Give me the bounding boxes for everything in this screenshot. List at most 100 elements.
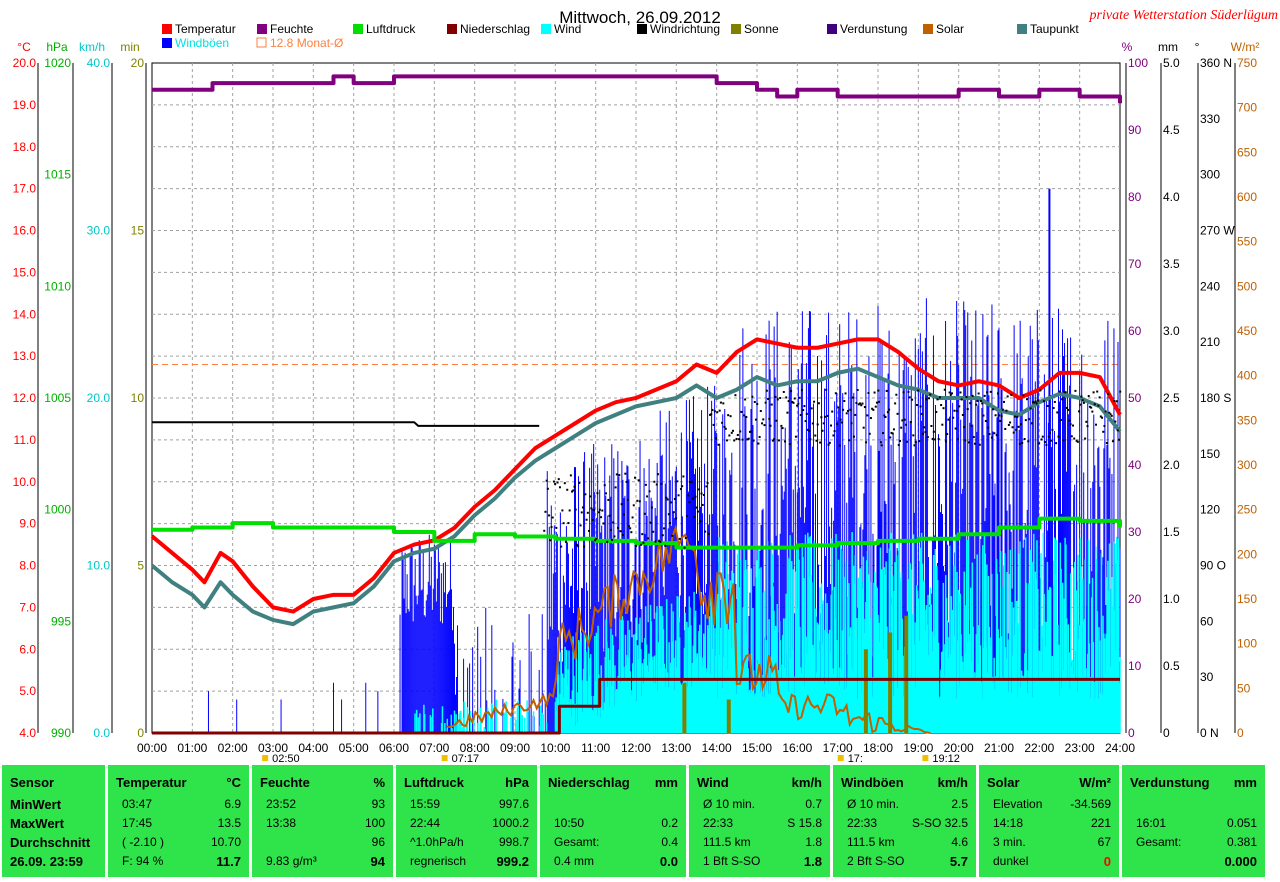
wind-direction-dot (774, 395, 777, 398)
verdunstung-row-value: 0.381 (1226, 835, 1257, 849)
wind-direction-dot (578, 481, 581, 484)
wind-direction-dot (869, 417, 872, 420)
wind-direction-dot (580, 511, 583, 514)
wind-direction-dot (1085, 420, 1088, 423)
wind-direction-dot (1081, 399, 1084, 402)
x-tick-label: 16:00 (782, 741, 812, 755)
axis-tick-label: 20.0 (13, 56, 37, 70)
wind-direction-dot (901, 419, 904, 422)
wind-direction-dot (644, 483, 647, 486)
wind-direction-dot (848, 439, 851, 442)
wind-direction-dot (606, 540, 609, 543)
wind-direction-dot (761, 422, 764, 425)
wind-direction-dot (860, 404, 863, 407)
axis-tick-label: 0.5 (1163, 659, 1180, 673)
wind-direction-dot (905, 423, 908, 426)
wind-direction-dot (700, 492, 703, 495)
luftdruck-row: 22:44 1000.2 (396, 816, 537, 834)
wind-direction-dot (826, 414, 829, 417)
wind-direction-dot (895, 393, 898, 396)
wind-direction-dot (855, 401, 858, 404)
wind-direction-dot (854, 413, 857, 416)
wind-direction-dot (643, 512, 646, 515)
wind-direction-dot (911, 398, 914, 401)
wind-direction-dot (568, 509, 571, 512)
wind-direction-dot (897, 444, 900, 447)
wind-direction-dot (741, 438, 744, 441)
wind-direction-dot (654, 540, 657, 543)
luftdruck-unit: hPa (505, 775, 529, 790)
solar-line (446, 523, 931, 734)
feuchte-row-value: 96 (371, 835, 385, 849)
wind-direction-dot (934, 438, 937, 441)
verdunstung-row-value: 0.051 (1226, 816, 1257, 830)
wind-direction-dot (1001, 408, 1004, 411)
wind-direction-dot (790, 390, 793, 393)
axis-tick-label: 600 (1237, 190, 1257, 204)
wind-direction-dot (1024, 419, 1027, 422)
wind-direction-dot (877, 389, 880, 392)
wind-direction-dot (609, 528, 612, 531)
wind-direction-dot (590, 507, 593, 510)
legend-label: Niederschlag (460, 22, 530, 36)
wind-direction-dot (615, 473, 618, 476)
wind-direction-dot (618, 474, 621, 477)
axis-tick-label: 14.0 (13, 307, 37, 321)
wind-direction-dot (569, 474, 572, 477)
wind-direction-dot (745, 416, 748, 419)
wind-direction-dot (666, 498, 669, 501)
solar-row: Elevation -34.569 (979, 797, 1119, 815)
temperatur-row-value: 10.70 (210, 835, 241, 849)
wind-direction-dot (827, 443, 830, 446)
wind-direction-dot (1049, 431, 1052, 434)
wind-direction-dot (1005, 409, 1008, 412)
wind-direction-dot (1091, 410, 1094, 413)
legend-label: Windrichtung (650, 22, 720, 36)
feuchte-header: Feuchte (260, 775, 310, 790)
wind-direction-dot (964, 439, 967, 442)
axis-title: °C (17, 40, 31, 54)
wind-direction-dot (636, 499, 639, 502)
wind-direction-dot (1045, 443, 1048, 446)
wind-direction-dot (620, 503, 623, 506)
axis-title: % (1122, 40, 1133, 54)
x-tick-label: 06:00 (379, 741, 409, 755)
wind-direction-dot (579, 524, 582, 527)
feuchte-unit: % (373, 775, 385, 790)
wind-unit: km/h (791, 775, 822, 790)
solar-row-value: 221 (1090, 816, 1111, 830)
wind-direction-dot (890, 431, 893, 434)
wind-direction-dot (689, 481, 692, 484)
wind-direction-dot (652, 530, 655, 533)
wind-direction-dot (786, 411, 789, 414)
wind-row-label: Ø 10 min. (703, 797, 756, 811)
legend-swatch (731, 24, 741, 34)
wind-direction-dot (560, 545, 563, 548)
wind-direction-dot (946, 433, 949, 436)
wind-direction-dot (1051, 428, 1054, 431)
wind-direction-dot (999, 419, 1002, 422)
wind-direction-dot (546, 487, 549, 490)
wind-row-label: 22:33 (703, 816, 734, 830)
wind-direction-dot (612, 521, 615, 524)
wind-direction-dot (637, 479, 640, 482)
wind-direction-dot (554, 482, 557, 485)
wind-direction-dot (667, 513, 670, 516)
wind-direction-dot (1075, 439, 1078, 442)
wind-direction-dot (589, 495, 592, 498)
stats-panel-luftdruck: Luftdruck hPa 15:59 997.6 22:44 1000.2 ^1.0hPa… (396, 765, 538, 877)
sun-event-marker (262, 755, 269, 761)
wind-direction-dot (642, 541, 645, 544)
sensor-min-label: MinWert (10, 797, 62, 812)
wind-direction-dot (1113, 399, 1116, 402)
wind-direction-dot (930, 424, 933, 427)
wind-direction-dot (678, 537, 681, 540)
wind-direction-dot (664, 544, 667, 547)
wind-direction-dot (990, 436, 993, 439)
wind-direction-dot (972, 436, 975, 439)
wind-direction-dot (992, 408, 995, 411)
wind-direction-dot (989, 390, 992, 393)
wind-direction-dot (650, 506, 653, 509)
wind-direction-dot (973, 442, 976, 445)
wind-direction-dot (733, 439, 736, 442)
